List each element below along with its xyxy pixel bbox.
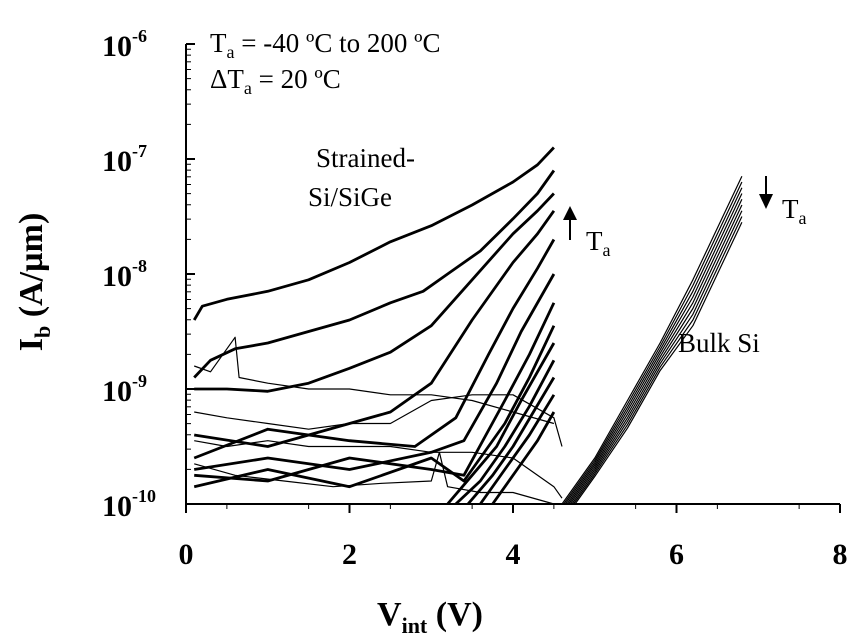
strained-series-10 <box>466 376 556 505</box>
down-arrow-head-icon <box>759 194 773 209</box>
y-axis-title-main: I <box>13 338 50 351</box>
up-arrow-head-icon <box>563 206 577 220</box>
anno-temp-step-pre: ΔT <box>210 64 244 94</box>
y-tick-base-0: 10 <box>102 490 132 523</box>
strained-temp-pre: T <box>586 226 603 256</box>
strained-series-2 <box>194 192 555 393</box>
bulk-si-series-23 <box>571 210 743 505</box>
label-strained-line1: Strained- <box>316 143 415 173</box>
bulk-si-series-22 <box>569 204 743 505</box>
bulk-si-series-17 <box>561 176 743 505</box>
x-axis-title-suffix: (V) <box>427 596 483 633</box>
label-strained-line2: Si/SiGe <box>308 182 392 212</box>
strained-series-7 <box>193 325 556 489</box>
bulk-si-series-21 <box>568 198 743 505</box>
y-tick-label-0: 10-10 <box>102 486 156 523</box>
strained-series-13 <box>193 336 555 425</box>
strained-series-8 <box>446 342 556 505</box>
anno-temp-range-sub: a <box>227 42 235 62</box>
strained-series-9 <box>454 359 556 506</box>
annotation-temp-range: Ta = -40 ºC to 200 ºC <box>210 28 440 62</box>
y-tick-exp-0: -10 <box>132 486 156 506</box>
y-tick-exp-1: -9 <box>132 371 147 391</box>
x-tick-label-0: 0 <box>179 538 194 571</box>
bulk-temp-label: Ta <box>782 194 807 228</box>
y-tick-base-4: 10 <box>102 30 132 63</box>
strained-temp-arrow: Ta <box>563 206 611 260</box>
series-layer <box>192 146 743 506</box>
x-tick-label-4: 8 <box>833 538 848 571</box>
strained-series-3 <box>193 209 556 448</box>
strained-series-6 <box>194 302 556 483</box>
y-tick-base-1: 10 <box>102 375 132 408</box>
y-tick-base-3: 10 <box>102 145 132 178</box>
x-ticks: 0 2 4 6 8 <box>179 504 848 571</box>
anno-temp-range-post: = -40 ºC to 200 ºC <box>235 28 441 58</box>
anno-temp-step-sub: a <box>244 78 252 98</box>
annotation-temp-step: ΔTa = 20 ºC <box>210 64 341 98</box>
y-tick-exp-2: -8 <box>132 256 147 276</box>
strained-series-0 <box>192 146 555 321</box>
y-tick-exp-3: -7 <box>132 141 147 161</box>
bulk-si-series-25 <box>574 222 743 505</box>
bulk-temp-arrow: Ta <box>759 176 807 228</box>
bulk-si-series-24 <box>573 216 743 505</box>
anno-temp-step-post: = 20 ºC <box>252 64 341 94</box>
x-axis-title-sub: int <box>402 613 428 637</box>
strained-temp-label: Ta <box>586 226 611 260</box>
strained-series-16 <box>194 451 555 505</box>
strained-series-15 <box>194 440 563 499</box>
anno-temp-range-pre: T <box>210 28 227 58</box>
y-axis-title-suffix: (A/µm) <box>13 213 50 326</box>
y-tick-label-4: 10-6 <box>102 26 147 63</box>
y-tick-label-2: 10-8 <box>102 256 147 293</box>
y-tick-base-2: 10 <box>102 260 132 293</box>
x-tick-label-2: 4 <box>506 538 521 571</box>
bulk-temp-sub: a <box>799 208 807 228</box>
bulk-si-series-19 <box>564 187 743 505</box>
y-tick-label-3: 10-7 <box>102 141 147 178</box>
label-bulk-si: Bulk Si <box>678 328 760 358</box>
y-tick-exp-4: -6 <box>132 26 147 46</box>
strained-series-11 <box>479 394 556 505</box>
bulk-temp-pre: T <box>782 194 799 224</box>
x-axis-title: Vint (V) <box>377 596 483 637</box>
strained-series-5 <box>193 273 556 471</box>
x-axis-title-main: V <box>377 596 402 633</box>
strained-series-12 <box>491 411 556 505</box>
y-axis-title: Ib (A/µm) <box>13 213 55 352</box>
bulk-si-series-20 <box>566 193 743 505</box>
x-tick-label-3: 6 <box>669 538 684 571</box>
y-tick-label-1: 10-9 <box>102 371 147 408</box>
strained-temp-sub: a <box>603 240 611 260</box>
strained-series-1 <box>193 169 556 379</box>
y-axis-title-sub: b <box>30 326 55 338</box>
bulk-si-series-18 <box>563 181 743 505</box>
x-tick-label-1: 2 <box>342 538 357 571</box>
strained-series-4 <box>193 238 556 460</box>
strained-series-14 <box>194 394 563 447</box>
